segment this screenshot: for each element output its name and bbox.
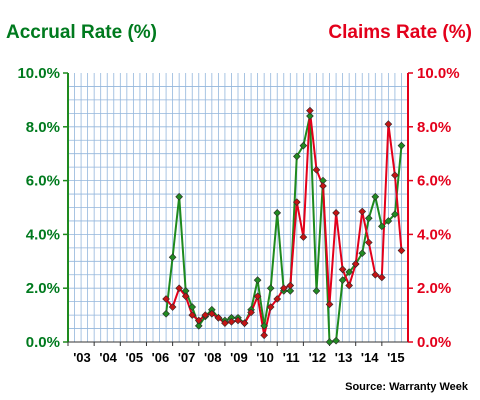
claims-rate-point — [378, 273, 386, 282]
claims-rate-point — [325, 300, 334, 309]
accrual-rate-point — [306, 112, 314, 120]
x-tick-label: '12 — [309, 350, 327, 365]
x-tick-label: '10 — [256, 350, 274, 365]
claims-rate-point — [319, 182, 327, 190]
claims-rate-point — [299, 233, 308, 241]
right-tick-label: 4.0% — [417, 226, 451, 243]
left-tick-label: 0.0% — [26, 334, 60, 351]
right-tick-label: 8.0% — [417, 119, 451, 136]
claims-rate-point — [227, 318, 236, 326]
x-tick-label: '06 — [152, 350, 170, 365]
claims-rate-point — [293, 198, 301, 206]
accrual-rate-point — [325, 338, 334, 346]
accrual-rate-point — [345, 268, 353, 276]
accrual-rate-point — [358, 249, 367, 258]
accrual-rate-point — [332, 336, 340, 345]
claims-rate-point — [384, 120, 393, 128]
claims-rate-point — [201, 311, 210, 319]
right-tick-label: 10.0% — [417, 65, 460, 82]
accrual-rate-point — [260, 322, 268, 330]
accrual-rate-point — [194, 322, 203, 330]
claims-rate-point — [286, 281, 295, 290]
claims-rate-point — [214, 313, 223, 322]
accrual-rate-point — [293, 152, 301, 161]
claims-rate-point — [266, 303, 275, 311]
accrual-rate-point — [299, 141, 308, 150]
x-tick-label: '03 — [73, 350, 91, 365]
x-tick-label: '14 — [361, 350, 379, 365]
claims-rate-point — [391, 171, 399, 180]
series-layer — [162, 106, 406, 346]
claims-rate-point — [279, 284, 288, 293]
claims-rate-point — [240, 319, 249, 327]
accrual-rate-point — [371, 192, 380, 201]
claims-rate-point — [371, 270, 380, 279]
claims-rate-point — [188, 311, 197, 319]
right-tick-label: 0.0% — [417, 334, 451, 351]
claims-rate-point — [181, 292, 190, 301]
claims-rate-point — [351, 260, 360, 268]
claims-rate-point — [247, 308, 255, 317]
left-tick-label: 6.0% — [26, 173, 60, 190]
right-tick-label: 2.0% — [417, 280, 451, 297]
claims-rate-point — [260, 331, 268, 340]
claims-rate-point — [358, 207, 367, 216]
accrual-rate-point — [338, 276, 347, 284]
accrual-rate-point — [312, 287, 321, 295]
right-axis-title: Claims Rate (%) — [328, 22, 472, 43]
accrual-rate-point — [286, 287, 295, 295]
accrual-rate-point — [391, 210, 399, 219]
x-tick-label: '04 — [99, 350, 117, 365]
claims-rate-point — [168, 303, 177, 311]
right-tick-label: 6.0% — [417, 173, 451, 190]
accrual-rate-point — [266, 284, 275, 293]
x-tick-label: '08 — [204, 350, 222, 365]
accrual-rate-point — [188, 303, 197, 311]
claims-rate-point — [175, 284, 183, 293]
tick-labels: 0.0% 2.0% 4.0% 6.0% 8.0% 10.0% 0.0% 2.0% 4.0% 6.0… — [17, 65, 459, 365]
claims-rate-point — [312, 166, 321, 174]
left-tick-label: 8.0% — [26, 119, 60, 136]
claims-rate-point — [208, 309, 216, 318]
claims-rate-point — [194, 316, 203, 325]
left-tick-label: 10.0% — [17, 65, 60, 82]
left-tick-label: 4.0% — [26, 226, 60, 243]
accrual-rate-point — [168, 253, 177, 262]
claims-rate-point — [397, 246, 406, 255]
claims-rate-point — [364, 238, 373, 247]
claims-rate-point — [253, 292, 262, 301]
accrual-rate-point — [175, 192, 183, 201]
x-tick-label: '13 — [335, 350, 353, 365]
claims-rate-point — [234, 316, 242, 325]
accrual-rate-point — [273, 209, 282, 217]
axes — [63, 72, 413, 346]
source-note: Source: Warranty Week — [345, 381, 468, 393]
claims-rate-point — [273, 295, 282, 303]
accrual-rate-point — [364, 214, 373, 223]
x-tick-label: '11 — [283, 350, 300, 365]
claims-rate-point — [332, 209, 340, 217]
x-tick-label: '05 — [126, 350, 144, 365]
accrual-rate-point — [162, 309, 170, 318]
left-axis-title: Accrual Rate (%) — [6, 22, 157, 43]
claims-rate-point — [338, 265, 347, 274]
accrual-rate-point — [378, 222, 386, 231]
accrual-rate-point — [384, 217, 393, 225]
claims-rate-point — [345, 281, 353, 290]
claims-rate-point — [306, 106, 314, 115]
claims-rate-point — [162, 295, 170, 303]
accrual-rate-point — [397, 141, 406, 150]
accrual-rate-point — [253, 276, 262, 284]
x-tick-label: '15 — [387, 350, 405, 365]
left-tick-label: 2.0% — [26, 280, 60, 297]
x-tick-label: '09 — [230, 350, 248, 365]
claims-rate-point — [221, 319, 229, 327]
gridlines — [68, 73, 408, 342]
x-tick-label: '07 — [178, 350, 196, 365]
